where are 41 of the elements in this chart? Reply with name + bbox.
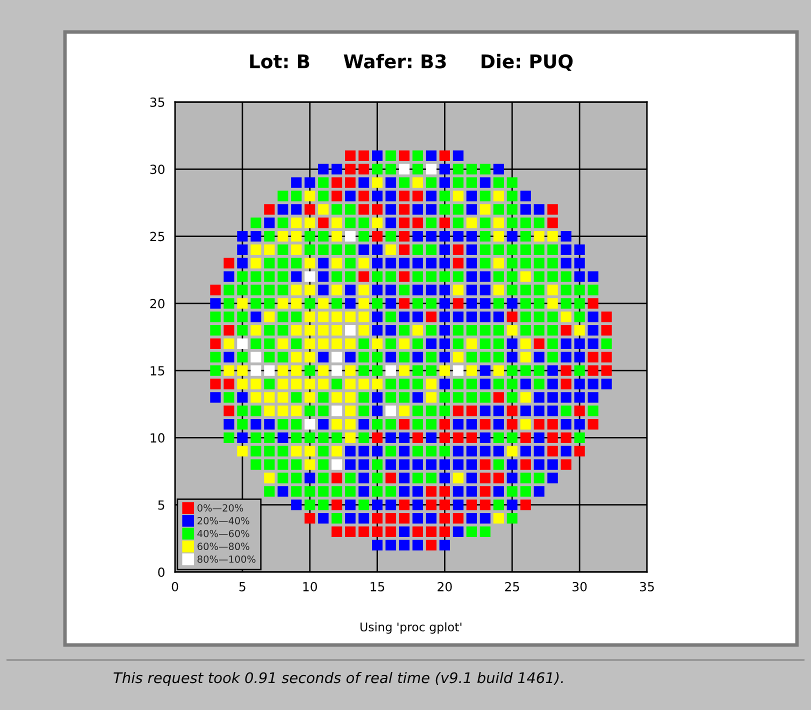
x-tick-label: 15 [370,582,384,592]
point [332,365,342,376]
y-tick-label: 30 [150,164,164,174]
x-tick-label: 0 [172,582,178,592]
point [237,338,248,350]
legend-label: 0%—20% [198,504,244,512]
point [452,365,464,376]
point [385,365,396,376]
y-tick-label: 25 [150,232,164,242]
chart-title: Lot: B Wafer: B3 Die: PUQ [250,54,573,71]
x-tick-label: 25 [505,582,520,592]
point [304,271,316,282]
point [250,352,262,362]
point [250,365,262,376]
y-tick-label: 20 [150,298,164,308]
y-tick-label: 5 [158,500,164,510]
point [332,406,342,416]
point [385,406,396,416]
point [345,230,356,242]
point [398,164,410,174]
x-tick-label: 35 [640,582,654,592]
y-tick-label: 10 [150,433,164,443]
text: Using 'proc gplot' [360,622,462,634]
text: This request took 0.91 seconds of real time (v9.1 build 1461). [114,672,563,686]
point [426,164,437,174]
point [332,459,342,470]
point [264,365,275,376]
legend-label: 20%—40% [198,517,250,524]
x-tick-label: 30 [572,582,587,592]
legend-label: 80%—100% [198,555,256,563]
y-tick-label: 35 [150,97,164,107]
point [304,418,316,430]
y-tick-label: 15 [150,366,164,376]
legend-label: 60%—80% [198,542,250,550]
x-tick-label: 10 [303,582,317,592]
legend-label: 40%—60% [197,530,250,538]
x-tick-label: 5 [239,582,246,592]
point [345,324,356,336]
y-tick-label: 0 [158,567,164,577]
x-tick-label: 20 [438,582,452,592]
point [332,352,342,362]
